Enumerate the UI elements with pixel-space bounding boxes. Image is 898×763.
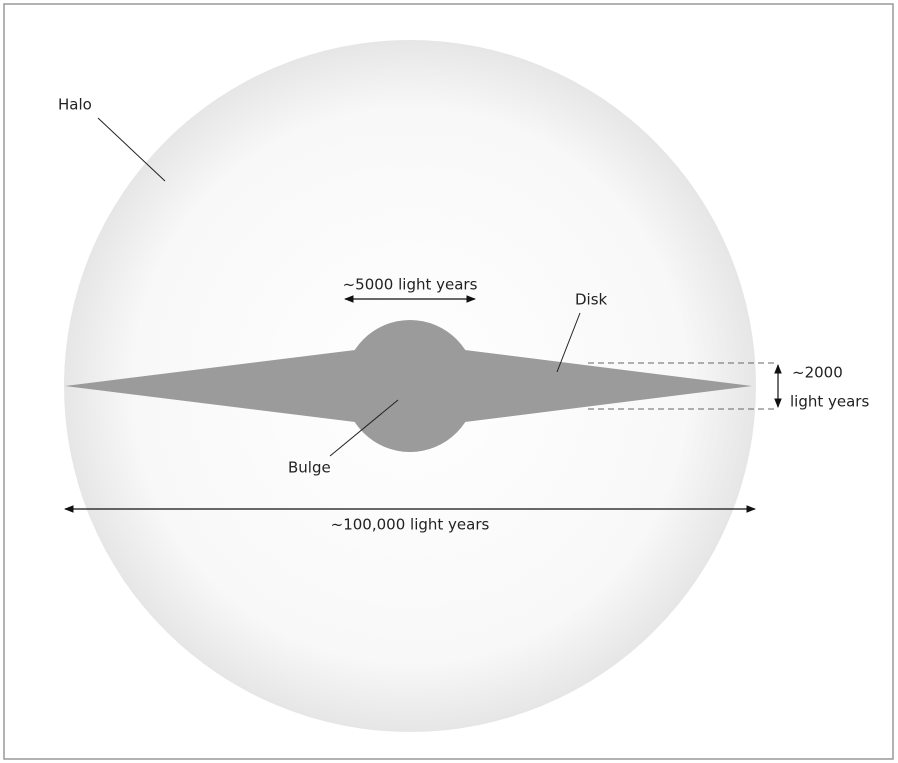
leader-line	[97, 117, 166, 182]
halo-label: Halo	[58, 96, 92, 114]
bulge	[344, 320, 476, 452]
diameter-label: ~100,000 light years	[331, 516, 490, 534]
disk-label: Disk	[575, 291, 608, 309]
bulge-label: Bulge	[288, 459, 331, 477]
thickness-label: light years	[790, 393, 869, 411]
leader-line	[329, 399, 399, 457]
leader-line	[556, 312, 581, 373]
bulge-width-label: ~5000 light years	[343, 276, 478, 294]
thickness-label: ~2000	[792, 364, 843, 382]
